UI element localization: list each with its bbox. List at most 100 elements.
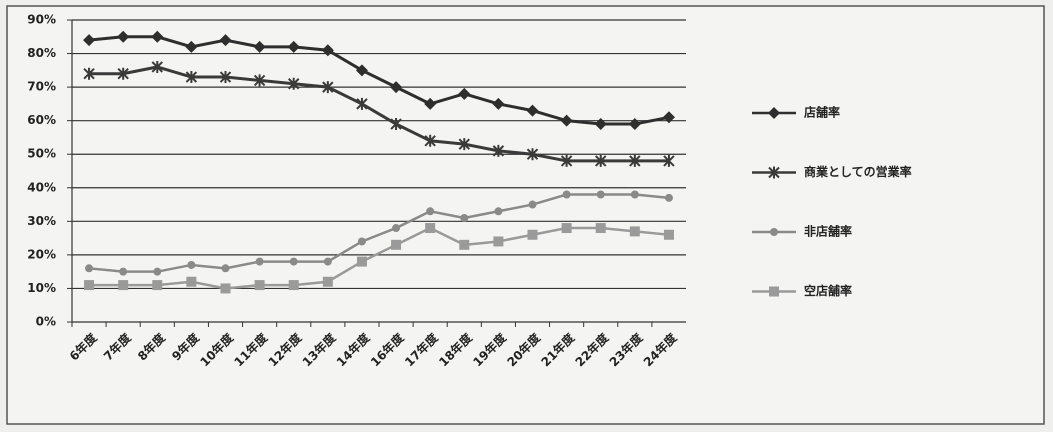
- marker: [390, 118, 402, 131]
- marker: [254, 280, 265, 291]
- marker: [560, 154, 573, 167]
- y-tick-label: 60%: [27, 113, 56, 127]
- marker: [287, 40, 300, 53]
- marker: [288, 77, 300, 90]
- marker: [460, 213, 469, 222]
- marker: [185, 40, 198, 53]
- marker: [152, 280, 163, 291]
- series-line: [89, 65, 669, 163]
- marker: [288, 280, 299, 291]
- series: [83, 60, 675, 167]
- legend-label: 空店舗率: [804, 283, 852, 298]
- marker: [425, 223, 436, 234]
- series-line: [89, 226, 670, 290]
- series-line: [88, 35, 670, 126]
- marker: [662, 111, 675, 124]
- marker: [355, 64, 368, 77]
- series: [84, 223, 674, 294]
- marker: [560, 114, 573, 127]
- marker: [663, 229, 674, 240]
- marker: [768, 107, 780, 119]
- marker: [424, 97, 437, 110]
- marker: [629, 226, 640, 237]
- series-line: [88, 193, 670, 273]
- marker: [493, 236, 504, 247]
- series: [83, 30, 675, 131]
- marker: [219, 34, 232, 47]
- y-tick-label: 40%: [27, 180, 56, 194]
- marker: [663, 154, 675, 167]
- marker: [424, 134, 436, 147]
- marker: [322, 81, 334, 94]
- y-tick-label: 20%: [27, 247, 56, 261]
- marker: [526, 104, 539, 117]
- marker: [596, 190, 605, 199]
- series: [85, 190, 673, 276]
- y-tick-label: 50%: [27, 147, 56, 161]
- marker: [220, 283, 231, 294]
- marker: [390, 81, 403, 94]
- y-tick-label: 30%: [27, 214, 56, 228]
- marker: [630, 190, 639, 199]
- marker: [526, 148, 539, 161]
- marker: [84, 280, 95, 291]
- marker: [357, 237, 366, 246]
- legend-label: 非店舗率: [804, 224, 852, 239]
- marker: [118, 280, 129, 291]
- marker: [459, 239, 470, 250]
- marker: [458, 87, 471, 100]
- marker: [151, 60, 163, 73]
- marker: [119, 267, 128, 276]
- marker: [83, 67, 95, 80]
- marker: [117, 30, 130, 43]
- marker: [595, 154, 607, 167]
- marker: [83, 34, 96, 47]
- marker: [151, 30, 164, 43]
- marker: [770, 228, 778, 236]
- marker: [185, 71, 198, 84]
- marker: [628, 118, 641, 131]
- marker: [356, 256, 367, 267]
- marker: [322, 276, 333, 287]
- marker: [492, 97, 505, 110]
- marker: [391, 239, 402, 250]
- marker: [492, 144, 505, 157]
- marker: [595, 223, 606, 234]
- marker: [187, 260, 196, 269]
- marker: [321, 44, 334, 57]
- marker: [289, 257, 298, 266]
- marker: [594, 118, 607, 131]
- marker: [527, 229, 538, 240]
- legend-label: 店舗率: [804, 105, 840, 120]
- marker: [356, 97, 368, 110]
- chart-frame: [6, 5, 1045, 425]
- y-tick-label: 0%: [36, 315, 56, 329]
- marker: [221, 264, 230, 273]
- marker: [85, 264, 94, 273]
- marker: [562, 190, 571, 199]
- marker: [494, 207, 503, 216]
- y-tick-label: 90%: [27, 13, 56, 27]
- marker: [186, 276, 197, 287]
- legend-label: 商業としての営業率: [804, 164, 912, 179]
- marker: [769, 286, 779, 297]
- marker: [561, 223, 572, 234]
- marker: [426, 207, 435, 216]
- y-tick-label: 10%: [27, 281, 56, 295]
- marker: [153, 267, 162, 276]
- marker: [528, 200, 537, 209]
- marker: [253, 74, 266, 87]
- marker: [255, 257, 264, 266]
- marker: [323, 257, 332, 266]
- marker: [392, 224, 401, 233]
- y-tick-label: 70%: [27, 80, 56, 94]
- marker: [117, 67, 129, 80]
- marker: [664, 193, 673, 202]
- marker: [629, 154, 641, 167]
- y-tick-label: 80%: [27, 46, 56, 60]
- marker: [219, 71, 232, 84]
- marker: [458, 138, 470, 151]
- marker: [253, 40, 266, 53]
